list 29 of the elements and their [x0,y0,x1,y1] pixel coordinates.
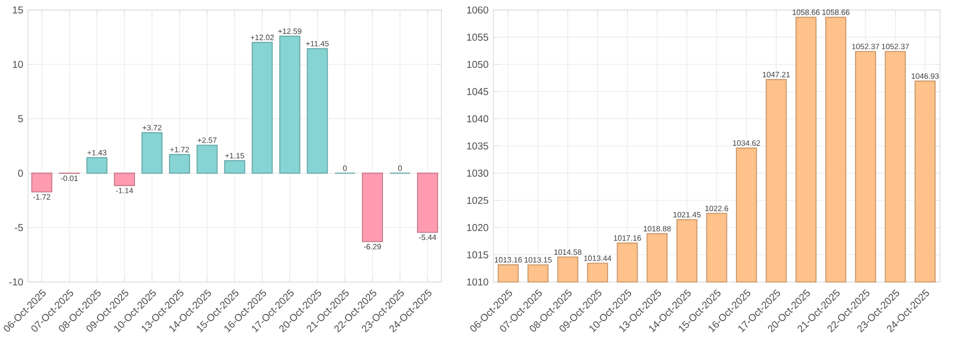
bar [279,36,300,174]
bar [362,172,383,242]
bar [252,42,273,174]
y-tick-label: 1035 [467,142,488,150]
bar [224,160,246,174]
y-tick-label: 1020 [467,224,488,232]
y-tick-label: 5 [18,115,23,122]
y-tick-label: 1055 [467,34,488,41]
bar [196,144,218,174]
y-tick-label: 1030 [467,170,488,177]
y-tick-label: 1050 [467,60,488,68]
y-tick-label: 1060 [467,6,488,14]
y-tick-label: 0 [18,170,23,177]
bar [417,172,438,233]
y-tick-label: 1010 [467,278,488,286]
bar [306,48,328,174]
y-tick-label: 1025 [467,196,488,204]
y-tick-label: -10 [9,278,23,286]
y-tick-label: -5 [14,224,23,232]
bar [86,157,108,174]
y-tick-label: 1040 [467,115,488,122]
bar [169,154,190,174]
y-tick-label: 1015 [467,251,488,258]
bar [31,172,52,192]
bar [141,132,163,174]
y-tick-label: 15 [12,6,23,14]
y-tick-label: 1045 [467,88,488,96]
y-tick-label: 10 [12,60,23,68]
bar [114,172,135,186]
